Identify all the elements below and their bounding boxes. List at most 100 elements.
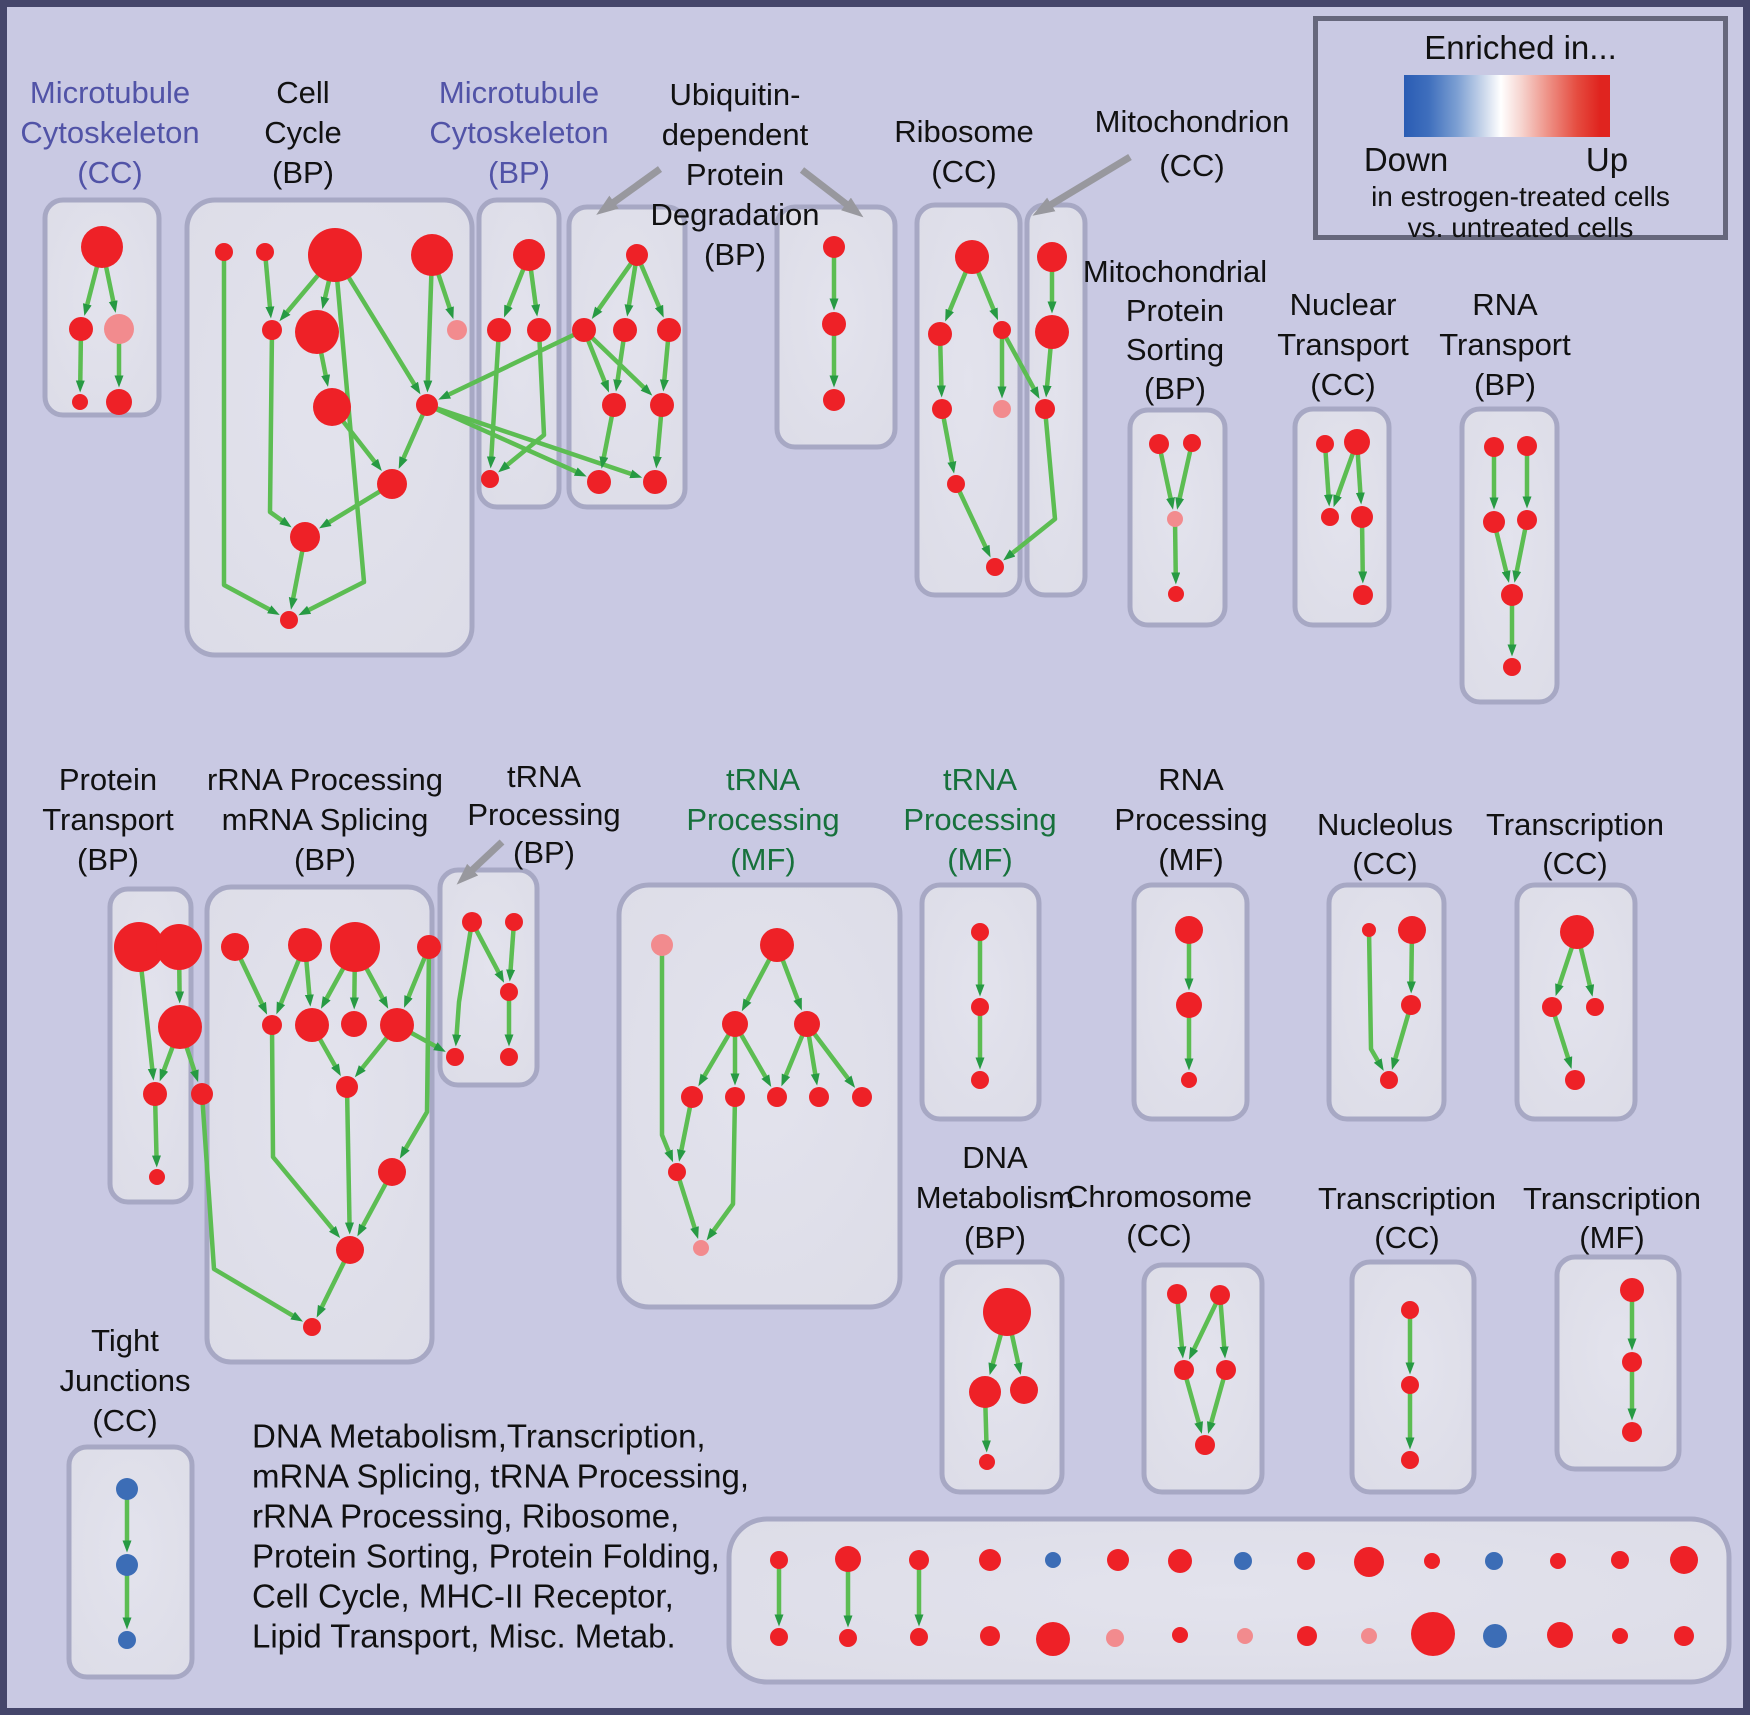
node-TJ2 [116, 1554, 138, 1576]
node-Q3 [1401, 995, 1421, 1015]
edge-D3-D5 [613, 340, 626, 392]
edge-D2-B9 [438, 332, 576, 400]
edge-V2-V3 [1188, 1302, 1219, 1360]
group-labels: Microtubule Cytoskeleton (CC) Cell Cycle (BP)… [20, 75, 1701, 1438]
edge-M1-M3 [474, 928, 505, 983]
dna-metabolism-bp-label-line: DNA [962, 1140, 1028, 1175]
rrna-processing-label-line: mRNA Splicing [222, 802, 429, 837]
microtubule-cytoskeleton-cc-label-line: Microtubule [30, 75, 190, 110]
node-Y6 [1106, 1629, 1124, 1647]
mitochondrial-protein-sorting-bp-label-line: Protein [1126, 293, 1224, 328]
node-P3 [1181, 1072, 1197, 1088]
node-K2 [156, 924, 202, 970]
node-C2 [487, 318, 511, 342]
cell-cycle-bp-label-line: (BP) [272, 155, 334, 190]
node-Y13 [1547, 1622, 1573, 1648]
edge-L4-L8 [404, 956, 427, 1008]
node-L7 [341, 1011, 367, 1037]
node-F1 [955, 240, 989, 274]
node-B1 [215, 243, 233, 261]
rrna-processing-label-line: (BP) [294, 842, 356, 877]
node-B11 [290, 522, 320, 552]
legend-box: Enriched in... Down Up in estrogen-treat… [1313, 16, 1728, 243]
node-N3 [722, 1011, 748, 1037]
node-F5 [993, 400, 1011, 418]
node-Y10 [1361, 1628, 1377, 1644]
node-B5 [262, 320, 282, 340]
node-V1 [1167, 1284, 1187, 1304]
group-box-dna-metabolism-bp [939, 1259, 1065, 1495]
node-G2 [1035, 315, 1069, 349]
node-H1 [1149, 434, 1169, 454]
edge-L3-L8 [364, 967, 389, 1009]
node-TJ1 [116, 1478, 138, 1500]
edge-D5-D7 [599, 415, 615, 469]
node-X3 [909, 1550, 929, 1570]
footnote-line: rRNA Processing, Ribosome, [252, 1498, 679, 1535]
group-box-microtubule-cytoskeleton-cc [42, 197, 162, 418]
node-F7 [986, 558, 1004, 576]
trna-processing-mf-1-label-line: tRNA [726, 762, 800, 797]
node-D8 [643, 470, 667, 494]
mitochondrion-cc-label-line: Mitochondrion [1095, 104, 1290, 139]
node-Y3 [910, 1628, 928, 1646]
node-Y4 [980, 1626, 1000, 1646]
tight-junctions-cc-label-line: Tight [91, 1323, 159, 1358]
trna-processing-mf-2-label-line: (MF) [947, 842, 1012, 877]
edge-S1-S3 [1009, 1333, 1023, 1375]
edge-L10-L11 [357, 1182, 388, 1237]
edge-F2-F4 [936, 344, 946, 398]
group-box-chromosome-cc [1141, 1262, 1265, 1495]
node-M4 [446, 1048, 464, 1066]
trna-processing-bp-label-line: (BP) [513, 835, 575, 870]
edge-B2-B5 [263, 259, 275, 319]
edge-N2-N3 [741, 958, 772, 1012]
node-B3 [308, 228, 362, 282]
microtubule-cytoskeleton-bp-label-line: (BP) [488, 155, 550, 190]
edge-F6-F7 [957, 490, 991, 558]
pointer-to-ubiquitin-box-b-icon [799, 167, 864, 218]
node-C3 [527, 318, 551, 342]
node-B6 [295, 310, 339, 354]
edge-G2-G3 [1042, 347, 1053, 398]
nuclear-transport-cc-label-line: Nuclear [1290, 287, 1397, 322]
node-N8 [809, 1087, 829, 1107]
node-Q2 [1398, 916, 1426, 944]
transcription-cc-1-label-line: (CC) [1542, 846, 1607, 881]
node-J1 [1484, 437, 1504, 457]
edge-B1-B12 [221, 260, 280, 616]
node-A2 [69, 317, 93, 341]
trna-processing-mf-2-label-line: Processing [903, 802, 1056, 837]
edge-B9-D7 [435, 407, 587, 477]
edge-G3-F7 [1003, 417, 1058, 561]
trna-processing-bp-label-line: tRNA [507, 759, 581, 794]
mitochondrial-protein-sorting-bp-label-line: (BP) [1144, 371, 1206, 406]
node-S3 [1010, 1376, 1038, 1404]
edge-C1-C2 [504, 268, 526, 318]
edge-V4-V5 [1207, 1378, 1226, 1434]
legend-gradient-bar [1404, 75, 1610, 137]
footnote-line: Protein Sorting, Protein Folding, [252, 1538, 720, 1575]
edge-R1-R3 [1578, 947, 1595, 997]
rna-processing-mf-label-line: (MF) [1158, 842, 1223, 877]
edge-B3-B9 [346, 275, 421, 395]
node-N7 [767, 1087, 787, 1107]
edge-C3-C4 [498, 340, 547, 473]
node-L2 [288, 928, 322, 962]
node-B7 [447, 320, 467, 340]
mitochondrial-protein-sorting-bp-label-line: Sorting [1126, 332, 1224, 367]
node-K4 [143, 1082, 167, 1106]
protein-transport-bp-label-line: Transport [42, 802, 174, 837]
rna-processing-mf-label-line: RNA [1158, 762, 1224, 797]
node-Y9 [1297, 1626, 1317, 1646]
edge-S2-S4 [981, 1406, 991, 1453]
node-M2 [505, 913, 523, 931]
nucleolus-cc-label-line: Nucleolus [1317, 807, 1453, 842]
node-K3 [158, 1005, 202, 1049]
edge-Q2-Q3 [1406, 942, 1416, 994]
edge-I2-I3 [1333, 452, 1356, 508]
cell-cycle-bp-label-line: Cell [276, 75, 329, 110]
edge-K3-K4 [159, 1045, 175, 1082]
edge-N3-N5 [698, 1033, 731, 1087]
node-L11 [336, 1236, 364, 1264]
